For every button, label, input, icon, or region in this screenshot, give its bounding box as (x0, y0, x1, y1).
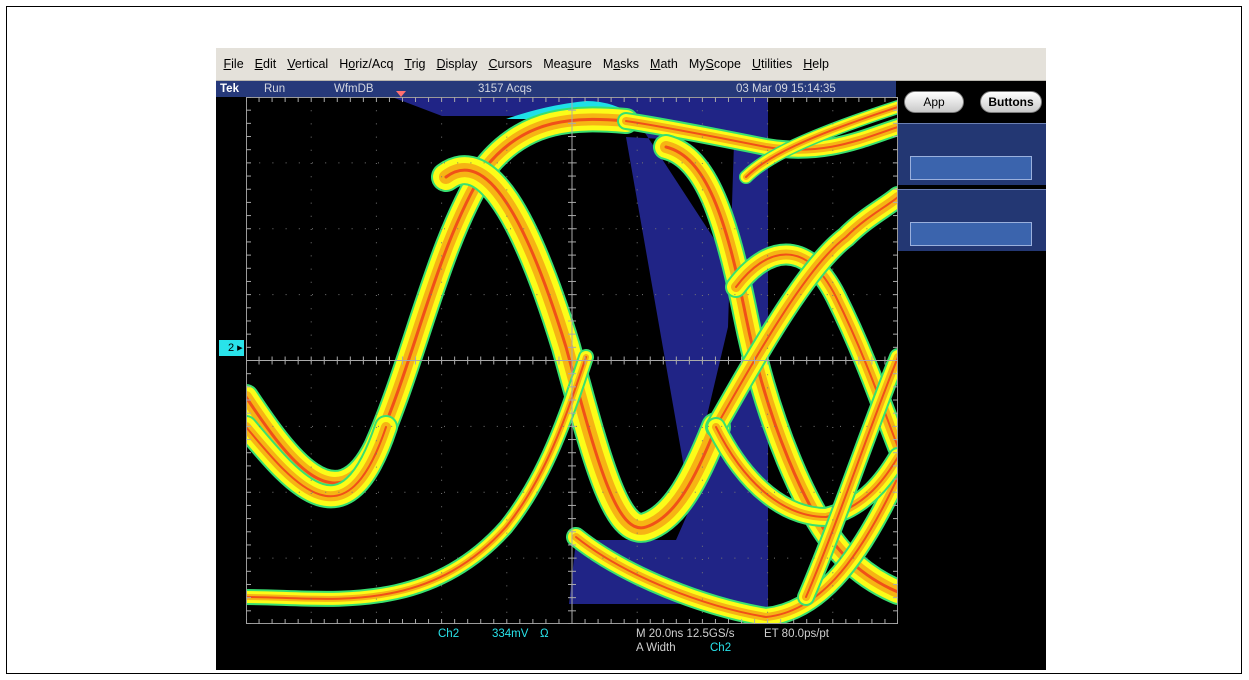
menu-item[interactable]: Help (798, 48, 835, 81)
timebase-readout[interactable]: M 20.0ns 12.5GS/s (636, 628, 735, 640)
resolution-readout: ET 80.0ps/pt (764, 628, 829, 640)
menu-text: riz/Acq (355, 56, 394, 71)
menu-item[interactable]: Masks (597, 48, 644, 81)
channel-label[interactable]: Ch2 (438, 628, 460, 640)
eye-trace (715, 196, 898, 428)
run-state: Run (264, 83, 286, 95)
eye-diagram-plot[interactable] (246, 97, 898, 624)
eye-trace (715, 426, 898, 519)
menu-item[interactable]: Measure (538, 48, 598, 81)
eye-trace (246, 356, 587, 600)
eye-trace (745, 106, 898, 178)
menu-item[interactable]: Horiz/Acq (334, 48, 399, 81)
menu-accelerator: T (404, 56, 412, 71)
eye-trace (444, 168, 718, 530)
menu-text: ursors (497, 56, 533, 71)
acquisition-count: 3157 Acqs (478, 83, 532, 95)
channel-2-ground-marker[interactable]: 2 ▸ (219, 340, 244, 356)
menu-bar: File Edit Vertical Horiz/Acq Trig Display Curs… (216, 48, 1046, 81)
app-button[interactable]: App (904, 91, 964, 113)
menu-text: ile (231, 56, 244, 71)
brand-label: Tek (220, 83, 239, 95)
eye-trace (246, 117, 628, 485)
status-bar: Tek Run WfmDB 3157 Acqs 03 Mar 09 15:14:… (216, 81, 896, 97)
menu-text: Mea (543, 56, 568, 71)
menu-accelerator: E (254, 56, 263, 71)
menu-item[interactable]: Utilities (746, 48, 797, 81)
side-panel-header: App Buttons (898, 81, 1046, 121)
menu-text: ath (660, 56, 678, 71)
readout-field-2[interactable] (910, 222, 1032, 246)
menu-item[interactable]: Vertical (282, 48, 334, 81)
menu-item[interactable]: Trig (399, 48, 431, 81)
trigger-position-marker-icon (396, 91, 406, 97)
eye-trace (575, 476, 898, 619)
menu-accelerator: U (751, 56, 761, 71)
menu-text: elp (812, 56, 829, 71)
eye-trace (246, 426, 387, 498)
readout-field-1[interactable] (910, 156, 1032, 180)
menu-item[interactable]: Edit (249, 48, 282, 81)
menu-text: isplay (445, 56, 478, 71)
menu-accelerator: s (567, 56, 574, 71)
menu-item[interactable]: MyScope (683, 48, 746, 81)
menu-text: tilities (760, 56, 793, 71)
menu-text: ertical (294, 56, 329, 71)
menu-accelerator: V (287, 56, 295, 71)
date-time: 03 Mar 09 15:14:35 (736, 83, 836, 95)
channel-marker-label: 2 (228, 342, 235, 354)
eye-trace (805, 356, 898, 598)
readout-slot-2[interactable] (898, 189, 1046, 251)
menu-text: My (688, 56, 706, 71)
menu-text: ure (573, 56, 592, 71)
readout-slot-1[interactable] (898, 123, 1046, 185)
menu-accelerator: S (705, 56, 714, 71)
side-panel: App Buttons (898, 81, 1046, 670)
buttons-button[interactable]: Buttons (980, 91, 1042, 113)
menu-item[interactable]: File (218, 48, 249, 81)
readout-bar: Ch2 334mV Ω M 20.0ns 12.5GS/s ET 80.0ps/… (216, 624, 896, 670)
measurement-label[interactable]: A Width (636, 642, 676, 654)
menu-text: rig (411, 56, 426, 71)
eye-trace (625, 120, 898, 151)
graticule-grid (246, 97, 898, 624)
menu-accelerator: H (803, 56, 813, 71)
menu-item[interactable]: Math (645, 48, 684, 81)
menu-item[interactable]: Cursors (483, 48, 538, 81)
menu-accelerator: D (436, 56, 446, 71)
menu-accelerator: a (613, 56, 621, 71)
menu-accelerator: F (223, 56, 232, 71)
vertical-scale[interactable]: 334mV (492, 628, 529, 640)
menu-text: M (602, 56, 614, 71)
menu-text: H (339, 56, 349, 71)
menu-text: dit (263, 56, 277, 71)
waveform-traces (246, 100, 898, 624)
measurement-source: Ch2 (710, 642, 732, 654)
menu-text: cope (713, 56, 741, 71)
menu-accelerator: o (348, 56, 356, 71)
waveform-display[interactable] (246, 97, 898, 624)
menu-accelerator: C (488, 56, 498, 71)
menu-text: sks (620, 56, 640, 71)
menu-accelerator: M (650, 56, 661, 71)
menu-item[interactable]: Display (431, 48, 483, 81)
oscilloscope-window: File Edit Vertical Horiz/Acq Trig Display Curs… (216, 48, 1046, 670)
coupling-symbol: Ω (540, 628, 549, 640)
acquisition-mode: WfmDB (334, 83, 374, 95)
